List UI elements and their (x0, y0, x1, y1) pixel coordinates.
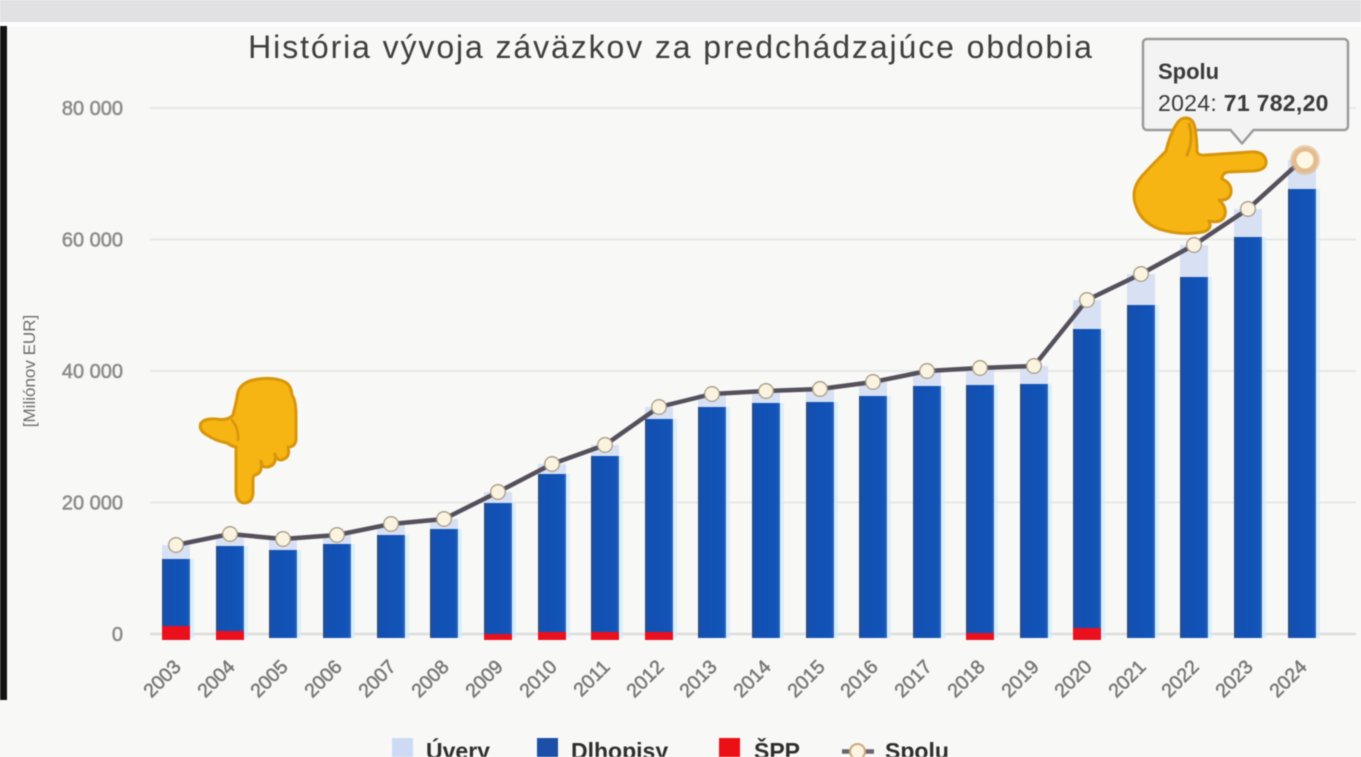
svg-text:80 000: 80 000 (62, 98, 123, 120)
svg-text:Úvery: Úvery (426, 737, 490, 757)
svg-text:60 000: 60 000 (62, 230, 123, 252)
svg-text:20 000: 20 000 (62, 493, 123, 515)
svg-text:[Miliónov EUR]: [Miliónov EUR] (20, 315, 39, 427)
svg-text:Spolu: Spolu (1158, 59, 1219, 84)
svg-text:0: 0 (112, 624, 123, 646)
svg-text:40 000: 40 000 (62, 361, 123, 383)
svg-text:História vývoja záväzkov za pr: História vývoja záväzkov za predchádzajú… (248, 29, 1094, 65)
svg-text:Dlhopisy: Dlhopisy (571, 738, 668, 757)
svg-text:2024: 71 782,20: 2024: 71 782,20 (1158, 90, 1329, 116)
svg-text:Spolu: Spolu (885, 738, 949, 757)
svg-text:ŠPP: ŠPP (754, 737, 800, 757)
